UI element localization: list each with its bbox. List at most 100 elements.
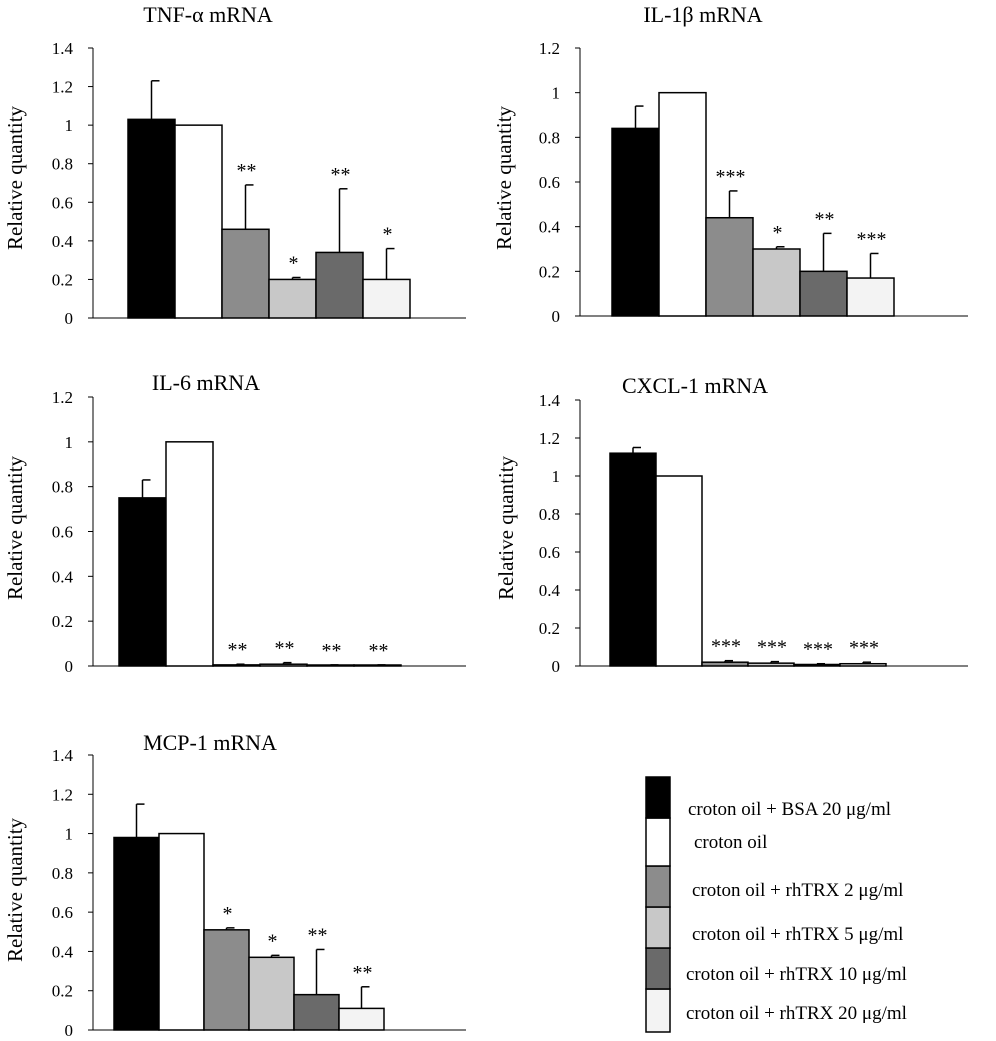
y-tick-label: 0: [65, 1021, 74, 1040]
y-tick-label: 1: [65, 825, 74, 844]
significance-marker: **: [815, 208, 835, 230]
legend-swatch: [645, 988, 671, 1033]
legend-label: croton oil: [694, 832, 767, 853]
bar: [127, 118, 176, 319]
significance-marker: *: [289, 253, 299, 275]
bar: [118, 497, 167, 667]
plot-area: 00.20.40.60.811.2*********: [539, 39, 968, 326]
y-tick-label: 0: [65, 309, 74, 328]
bar: [799, 270, 848, 317]
bar: [752, 248, 801, 317]
y-tick-label: 0.8: [52, 155, 73, 174]
significance-marker: ***: [803, 639, 833, 661]
bar: [113, 836, 160, 1031]
panel-title: MCP-1 mRNA: [143, 730, 277, 755]
legend-label: croton oil + rhTRX 10 μg/ml: [686, 964, 907, 985]
y-tick-label: 0.8: [539, 128, 560, 147]
significance-marker: ***: [849, 637, 879, 659]
y-tick-label: 1.4: [52, 746, 74, 765]
legend-swatch: [645, 906, 671, 949]
y-tick-label: 0.8: [539, 505, 560, 524]
bar: [846, 277, 895, 317]
significance-marker: **: [369, 640, 389, 662]
bar: [259, 663, 308, 667]
legend: croton oil + BSA 20 μg/ml croton oil cro…: [645, 776, 907, 1033]
y-tick-label: 0.2: [52, 982, 73, 1001]
bar: [212, 664, 261, 667]
legend-swatch: [645, 776, 671, 819]
y-tick-label: 1.2: [52, 388, 73, 407]
bar: [658, 91, 707, 317]
bar: [655, 475, 703, 667]
bar: [338, 1007, 385, 1031]
y-tick-label: 1.4: [52, 39, 74, 58]
legend-swatch: [645, 817, 671, 867]
significance-marker: **: [237, 160, 257, 182]
panel-cxcl-1: CXCL-1 mRNA Relative quantity 0 0.2 0.4 0.6…: [494, 373, 968, 676]
bar: [705, 216, 754, 317]
y-tick-label: 1.4: [539, 391, 561, 410]
bar: [839, 662, 887, 667]
y-axis-label: Relative quantity: [492, 105, 516, 250]
legend-label: croton oil + rhTRX 2 μg/ml: [692, 880, 903, 901]
bar: [203, 929, 250, 1031]
y-tick-label: 0.2: [539, 619, 560, 638]
y-tick-label: 0: [552, 657, 561, 676]
y-tick-label: 0.4: [539, 218, 561, 237]
bar: [701, 661, 749, 667]
y-tick-label: 0.4: [52, 567, 74, 586]
y-tick-label: 0.6: [52, 193, 73, 212]
y-tick-label: 0.8: [52, 478, 73, 497]
panel-title: IL-6 mRNA: [152, 370, 260, 395]
y-axis-label: Relative quantity: [3, 455, 27, 600]
significance-marker: **: [228, 639, 248, 661]
y-tick-label: 1.2: [539, 429, 560, 448]
y-axis-label: Relative quantity: [494, 455, 518, 600]
bar: [165, 441, 214, 667]
y-tick-label: 1.2: [52, 785, 73, 804]
legend-swatch: [645, 947, 671, 990]
y-tick-label: 0.8: [52, 864, 73, 883]
significance-marker: ***: [716, 166, 746, 188]
bar: [293, 993, 340, 1031]
significance-marker: *: [383, 224, 393, 246]
panel-tnf-alpha: TNF-α mRNA Relative quantity 0 0.2 0.4 0.6 0…: [3, 2, 466, 328]
bar: [268, 278, 317, 319]
y-tick-label: 0.6: [52, 523, 73, 542]
y-tick-label: 0.4: [539, 581, 561, 600]
panel-mcp-1: MCP-1 mRNA Relative quantity 0 0.2 0.4 0.6 0…: [3, 730, 466, 1040]
bar: [609, 452, 657, 667]
y-tick-label: 0.2: [52, 270, 73, 289]
panel-il-1beta: IL-1β mRNA Relative quantity 0 0.2 0.4 0.6 0…: [492, 2, 968, 326]
plot-area: 00.20.40.60.811.21.4******: [52, 746, 466, 1040]
legend-label: croton oil + rhTRX 5 μg/ml: [692, 924, 903, 945]
y-tick-label: 1: [552, 84, 561, 103]
y-axis-label: Relative quantity: [3, 817, 27, 962]
legend-label: croton oil + BSA 20 μg/ml: [688, 799, 891, 820]
y-tick-label: 0.2: [52, 612, 73, 631]
significance-marker: *: [773, 222, 783, 244]
y-tick-label: 0.4: [52, 232, 74, 251]
panel-title: CXCL-1 mRNA: [622, 373, 768, 398]
bar: [362, 278, 411, 319]
significance-marker: ***: [857, 228, 887, 250]
legend-swatch: [645, 865, 671, 908]
y-tick-label: 0.2: [539, 262, 560, 281]
bar: [611, 127, 660, 317]
bar: [221, 228, 270, 319]
y-axis-label: Relative quantity: [3, 105, 27, 250]
bar: [747, 662, 795, 667]
plot-area: 0 0.2 0.4 0.6 0.8 1 1.2 1.4 *** *** *** ***: [539, 391, 968, 676]
bar: [315, 251, 364, 319]
significance-marker: ***: [757, 637, 787, 659]
panel-title: IL-1β mRNA: [643, 2, 762, 27]
y-tick-label: 0.6: [52, 903, 73, 922]
significance-marker: *: [268, 930, 278, 952]
legend-label: croton oil + rhTRX 20 μg/ml: [686, 1003, 907, 1024]
y-tick-label: 1.2: [52, 78, 73, 97]
y-tick-label: 1: [65, 116, 74, 135]
panel-title: TNF-α mRNA: [143, 2, 273, 27]
bar: [174, 124, 223, 319]
y-tick-label: 0: [552, 307, 561, 326]
